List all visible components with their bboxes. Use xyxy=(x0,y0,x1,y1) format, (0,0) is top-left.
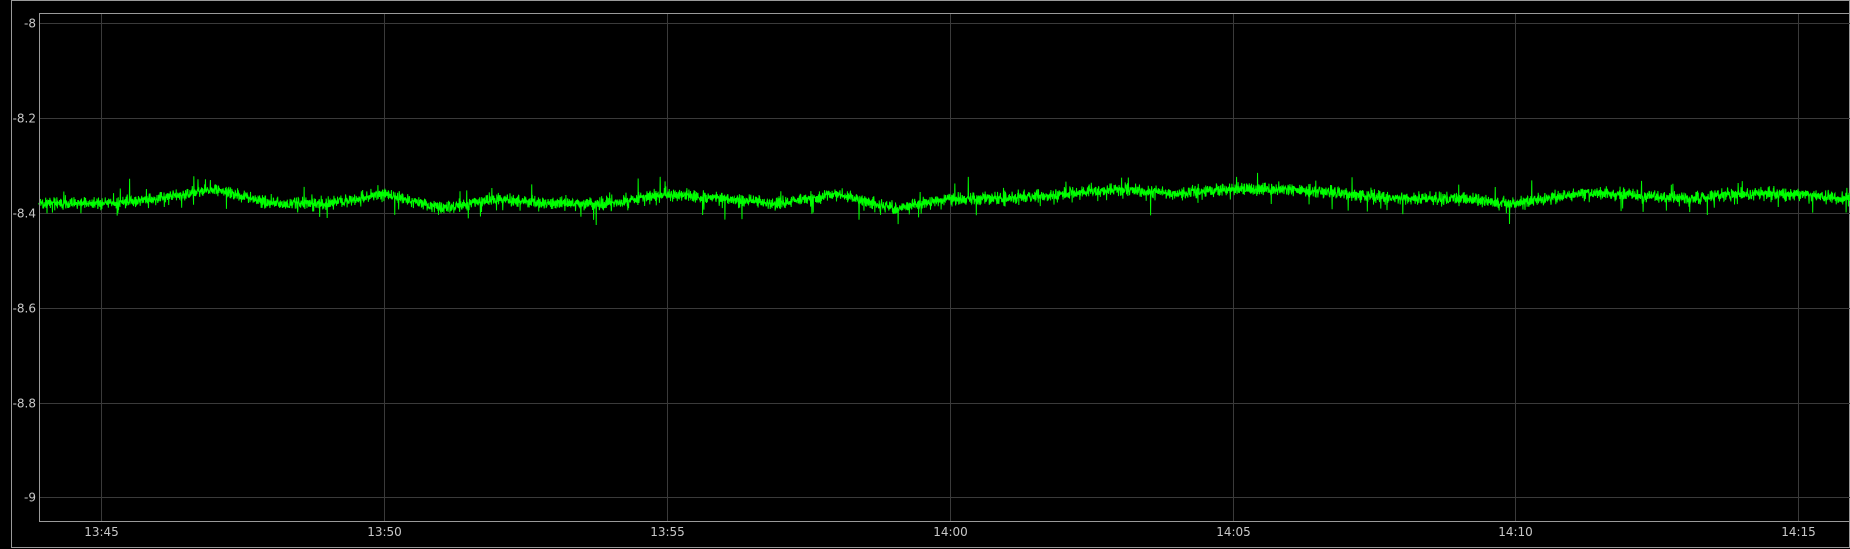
series-line xyxy=(38,172,1850,225)
y-tick-label: -8.4 xyxy=(13,207,36,221)
x-tick-label: 13:50 xyxy=(367,525,402,539)
x-tick-label: 14:15 xyxy=(1781,525,1816,539)
y-axis: -8 -8.2 -8.4 -8.6 -8.8 -9 xyxy=(13,17,36,505)
x-tick-label: 14:05 xyxy=(1216,525,1251,539)
x-tick-label: 13:45 xyxy=(84,525,119,539)
plot-area-frame xyxy=(39,13,1850,522)
y-tick-label: -8.8 xyxy=(13,397,36,411)
series-group xyxy=(38,172,1850,225)
x-tick-label: 13:55 xyxy=(650,525,685,539)
y-tick-label: -8 xyxy=(24,17,36,31)
y-tick-label: -8.2 xyxy=(13,112,36,126)
outer-frame xyxy=(11,0,1850,548)
x-tick-label: 14:10 xyxy=(1498,525,1533,539)
grid-lines xyxy=(40,14,1850,521)
x-tick-label: 14:00 xyxy=(933,525,968,539)
y-tick-label: -8.6 xyxy=(13,302,36,316)
x-axis: 13:45 13:50 13:55 14:00 14:05 14:10 14:15 xyxy=(84,525,1816,539)
y-tick-label: -9 xyxy=(24,491,36,505)
